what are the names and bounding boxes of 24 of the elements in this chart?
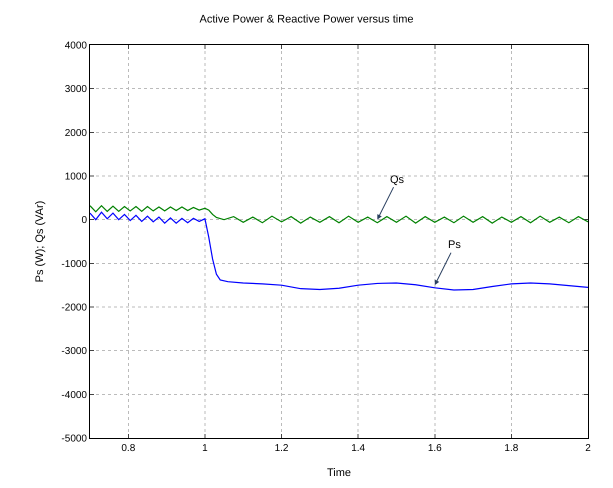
y-tick-label: 0 [81,215,88,226]
y-tick-label: -3000 [61,346,88,358]
y-tick-label: 4000 [64,40,88,52]
annotation: Ps [448,239,462,251]
y-tick-label: -5000 [61,434,88,444]
x-tick-label: 1.2 [274,443,289,454]
x-tick-label: 1 [202,443,208,454]
x-tick-label: 1.8 [504,443,519,454]
y-tick-label: 3000 [64,84,88,96]
y-tick-label: 2000 [64,128,88,139]
annotation: Qs [390,174,405,186]
x-tick-label: 2 [585,443,592,454]
y-tick-label: -2000 [61,302,88,314]
x-tick-label: 0.8 [121,443,136,454]
line-series [90,212,588,291]
y-tick-label: -1000 [61,258,88,270]
line-series [90,205,588,224]
x-tick-label: 1.4 [351,443,366,454]
x-tick-label: 1.6 [428,443,442,454]
chart-title: Active Power & Reactive Power versus time [200,13,414,26]
y-axis-title: Ps (W); Qs (VAr) [34,200,46,282]
y-tick-label: 1000 [64,172,88,182]
y-tick-label: -4000 [61,390,88,401]
x-axis-title: Time [326,467,352,480]
